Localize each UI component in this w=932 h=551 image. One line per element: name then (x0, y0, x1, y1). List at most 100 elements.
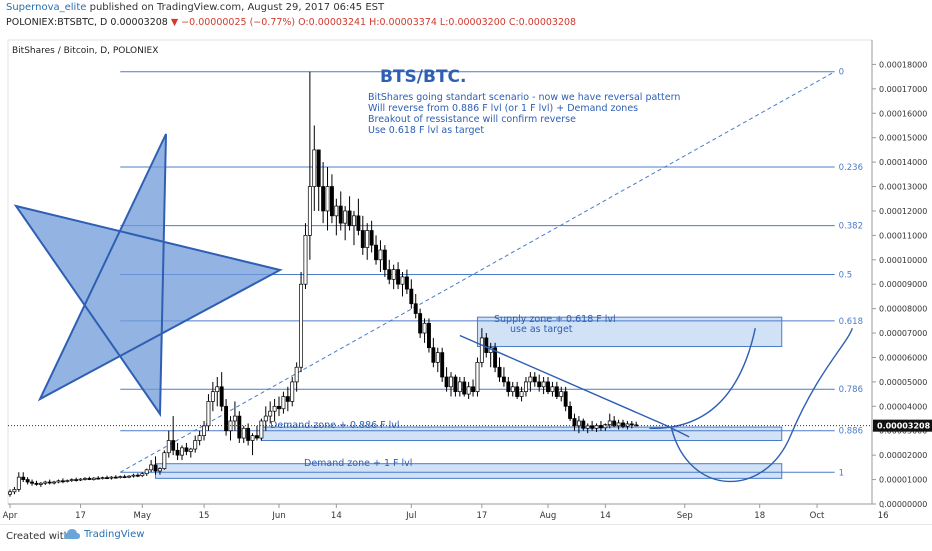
candle-body (96, 477, 101, 480)
candle-body (127, 475, 132, 478)
projection-curve-886 (649, 328, 756, 429)
supply-zone-label-2: use as target (510, 324, 573, 335)
candle-body (413, 303, 418, 314)
created-with-text: Created with (6, 531, 70, 542)
candle-body (277, 405, 281, 410)
tradingview-brand: TradingView (84, 528, 145, 540)
author-link[interactable]: Supernova_elite (6, 2, 87, 13)
candle-body (157, 468, 162, 472)
candle-body (290, 381, 295, 402)
candle-body (524, 381, 528, 393)
chart-header: Supernova_elite published on TradingView… (0, 0, 932, 34)
ohlc-text: O:0.00003241 H:0.00003374 L:0.00003200 C… (298, 17, 577, 28)
candle-body (559, 391, 564, 397)
time-tick-label: 17 (75, 511, 86, 521)
candle-body (246, 427, 251, 441)
candle-body (135, 474, 140, 477)
annotation-title: BTS/BTC. (380, 67, 467, 87)
axes-layer: 0.000000000.000010000.000020000.00003000… (3, 40, 932, 521)
resistance-trendline (459, 334, 668, 427)
candle-body (400, 276, 405, 285)
candle-body (369, 230, 374, 246)
candle-body (250, 435, 255, 441)
candle-body (387, 269, 392, 280)
time-tick-label: Aug (540, 511, 557, 521)
candle-body (572, 418, 577, 427)
last-price-label: 0.00003208 (877, 422, 931, 431)
fib-level-label: 0.786 (839, 385, 863, 395)
price-tick-label: 0.00013000 (879, 183, 927, 192)
candle-body (444, 376, 449, 388)
candles-layer (8, 71, 639, 497)
candle-body (329, 186, 334, 217)
candle-body (590, 425, 595, 429)
candle-body (241, 427, 246, 439)
candle-body (537, 381, 542, 388)
time-tick-label: Jul (405, 511, 416, 521)
candle-body (479, 337, 484, 363)
price-chart[interactable]: 0 0.236 0.382 0.5 0.618 0.786 0.886 1 BitShares… (0, 34, 932, 524)
price-tick-label: 0.00010000 (879, 256, 927, 265)
candle-body (365, 230, 370, 248)
price-tick-label: 0.00015000 (879, 134, 927, 143)
price-tick-label: 0.00005000 (879, 378, 927, 387)
candle-body (83, 478, 87, 480)
supply-zone-label: Supply zone + 0.618 F lvl (494, 314, 616, 325)
demand-zone-1 (155, 463, 783, 479)
candle-body (581, 420, 586, 429)
price-tick-label: 0.00006000 (879, 353, 927, 362)
time-tick-label: Oct (810, 511, 825, 521)
projection-curve-1 (670, 327, 853, 483)
time-tick-label: 14 (331, 511, 342, 521)
candle-body (21, 476, 26, 480)
candle-body (210, 391, 215, 402)
candle-body (568, 405, 573, 419)
time-tick-label: 15 (199, 511, 210, 521)
candle-body (268, 410, 273, 417)
candle-body (140, 473, 145, 477)
fib-level-label: 1 (839, 468, 844, 478)
supply-zone (476, 316, 783, 347)
candle-body (307, 186, 312, 236)
candle-body (149, 464, 154, 471)
candle-body (427, 322, 431, 349)
candle-body (356, 215, 361, 231)
candle-body (435, 352, 440, 363)
price-tick-label: 0.00018000 (879, 60, 927, 69)
candle-body (532, 376, 537, 383)
time-tick-label: Apr (3, 511, 18, 521)
candle-body (100, 477, 105, 479)
candle-body (91, 477, 96, 480)
candle-body (118, 476, 123, 478)
candle-body (466, 386, 471, 395)
price-tick-label: 0.00001000 (879, 476, 927, 485)
drawings-layer (13, 133, 853, 483)
tradingview-logo[interactable]: TradingView (64, 528, 144, 540)
candle-body (550, 386, 555, 393)
candle-body (598, 425, 603, 429)
candle-body (409, 288, 414, 305)
candle-body (625, 423, 630, 427)
candle-body (621, 422, 625, 427)
candle-body (585, 425, 590, 429)
candle-body (180, 447, 184, 456)
candle-body (197, 435, 202, 441)
time-tick-label: Jun (271, 511, 285, 521)
candle-body (193, 440, 198, 450)
candle-body (471, 386, 476, 393)
candle-body (69, 479, 74, 481)
chart-area[interactable]: 0 0.236 0.382 0.5 0.618 0.786 0.886 1 BitShares… (0, 34, 932, 524)
demand-zone-1-label: Demand zone + 1 F lvl (304, 458, 412, 469)
fib-level-label: 0.886 (839, 427, 863, 437)
annotation-note-line: Will reverse from 0.886 F lvl (or 1 F lv… (368, 103, 638, 114)
price-tick-label: 0.00009000 (879, 280, 927, 289)
candle-body (603, 424, 608, 429)
candle-body (131, 474, 136, 477)
candle-body (475, 362, 480, 393)
candle-body (184, 447, 189, 452)
price-tick-label: 0.00004000 (879, 402, 927, 411)
candle-body (519, 391, 524, 397)
symbol-line: POLONIEX:BTSBTC, D 0.00003208 ▼ −0.00000… (6, 17, 576, 28)
candle-body (255, 435, 259, 439)
candle-body (166, 440, 171, 454)
